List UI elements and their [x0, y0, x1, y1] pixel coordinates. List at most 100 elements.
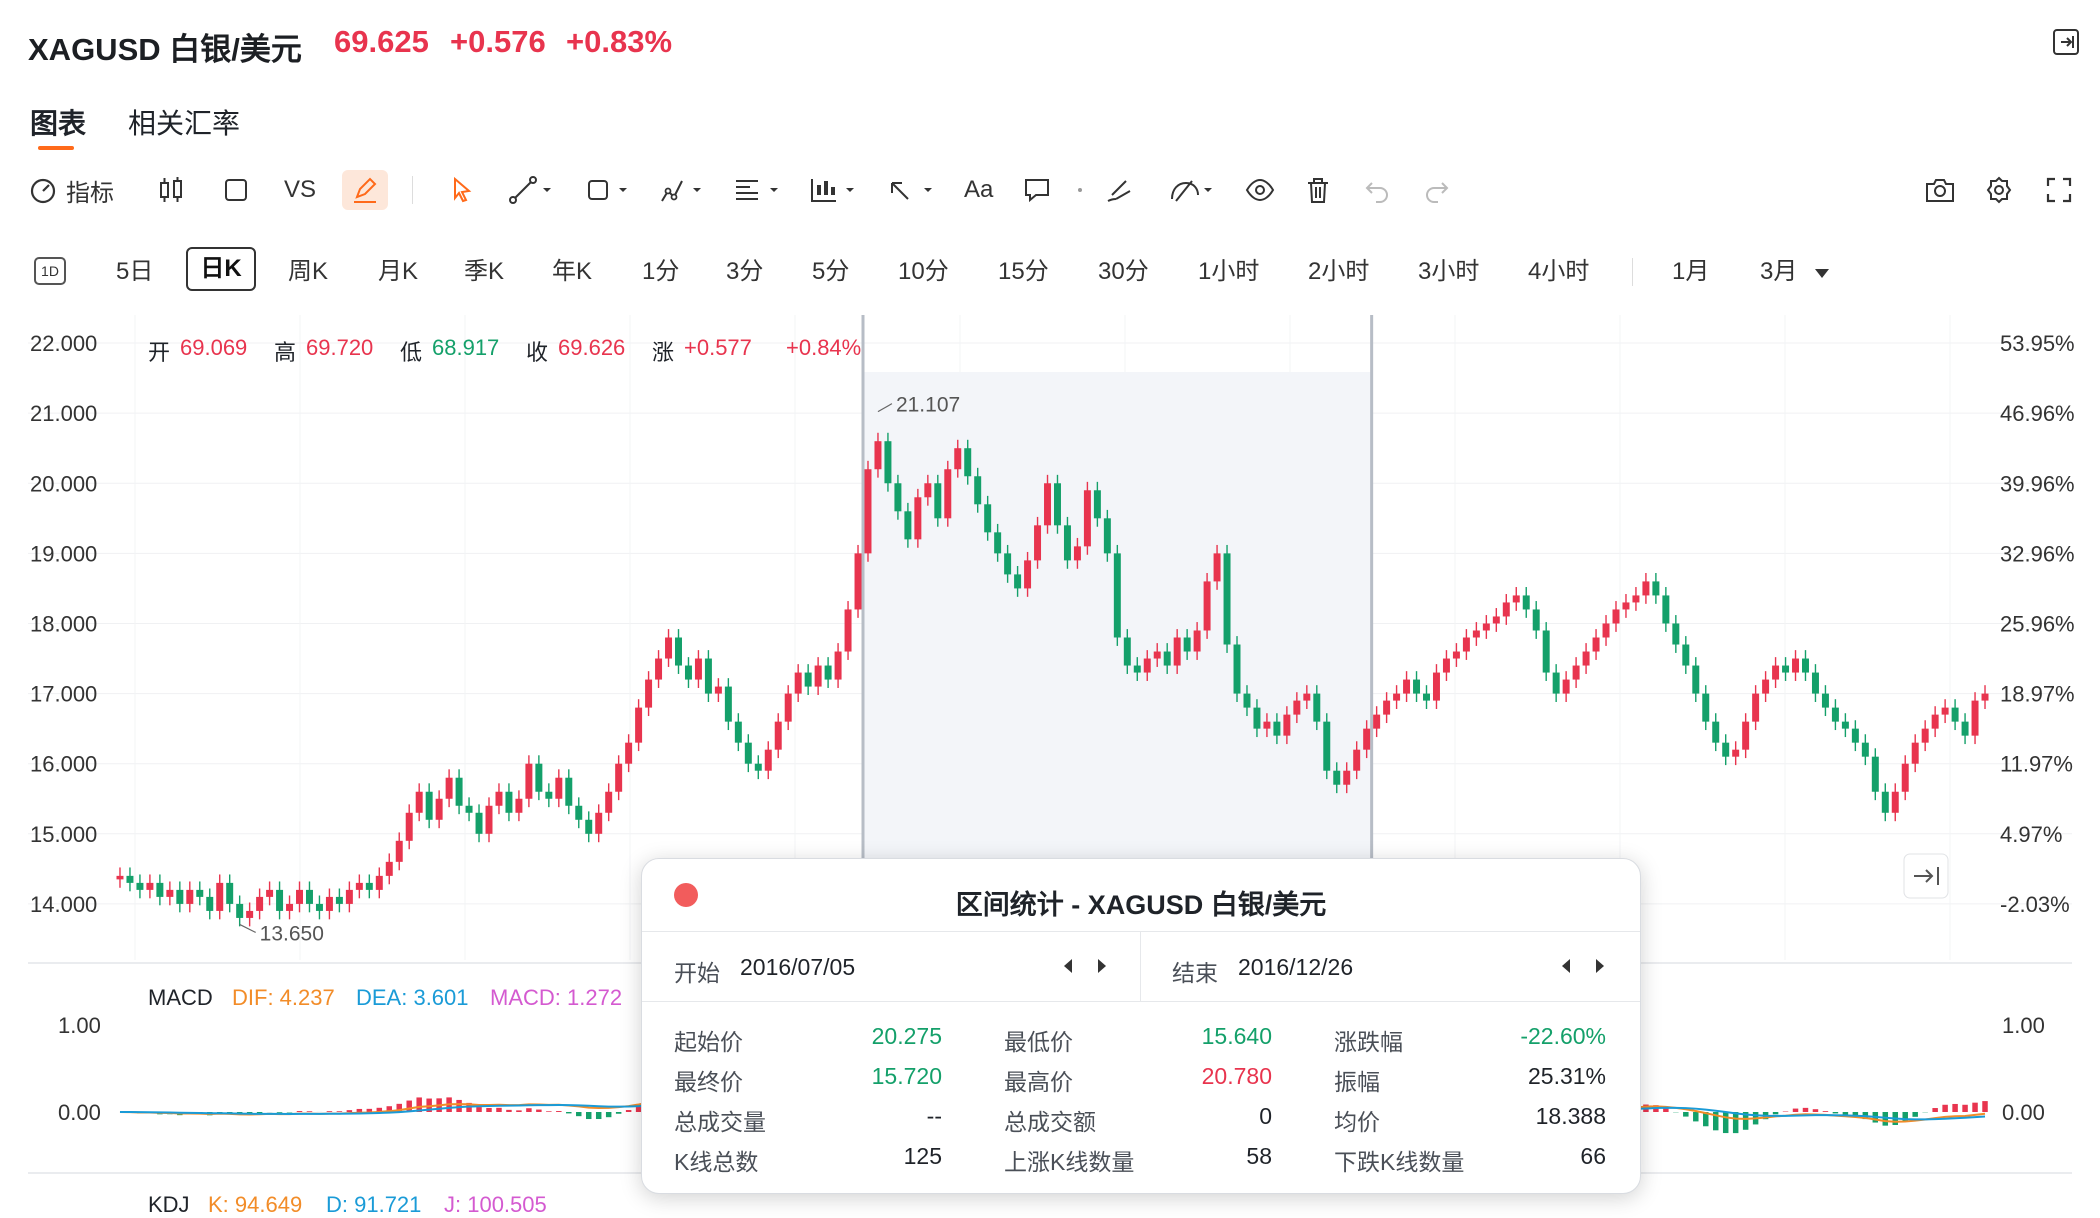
period-yearly[interactable]: 年K [552, 258, 593, 285]
expand-icon [2046, 177, 2072, 203]
stat-label: 最终价 [674, 1069, 743, 1095]
tab-chart[interactable]: 图表 [30, 108, 87, 139]
candle [415, 791, 423, 813]
shape-tool-button[interactable] [584, 170, 630, 210]
period-3min[interactable]: 3分 [726, 258, 764, 285]
draw-tool-button[interactable] [342, 170, 388, 210]
period-3hour[interactable]: 3小时 [1418, 258, 1480, 285]
fibonacci-tool-button[interactable] [732, 170, 782, 210]
candle [894, 483, 902, 512]
high-annotation: 21.107 [896, 394, 960, 417]
comment-tool-button[interactable] [1022, 170, 1052, 210]
rectangle-tool-button[interactable] [222, 170, 250, 210]
y-tick-label: 18.000 [30, 611, 97, 636]
pattern-icon [661, 180, 701, 202]
candle [1921, 728, 1929, 743]
candle [1053, 483, 1061, 526]
visibility-toggle-button[interactable] [1244, 170, 1276, 210]
eye-icon [1245, 178, 1275, 202]
candle [834, 651, 842, 680]
candle [1253, 707, 1261, 729]
period-1min[interactable]: 1分 [642, 258, 680, 285]
undo-button[interactable] [1362, 170, 1392, 210]
candle [974, 476, 982, 505]
candle [1223, 553, 1231, 645]
candle [246, 910, 254, 918]
arrow-tool-button[interactable] [886, 170, 936, 210]
candle [984, 504, 992, 533]
tab-related-rates[interactable]: 相关汇率 [128, 108, 241, 139]
kdj-title: KDJ [148, 1192, 190, 1217]
candle [116, 875, 124, 880]
candle [445, 777, 453, 799]
candle [615, 763, 623, 792]
period-3month[interactable]: 3月 [1760, 258, 1798, 285]
period-10min[interactable]: 10分 [898, 258, 949, 285]
price-change-pct: +0.83% [566, 24, 673, 59]
candle [465, 805, 473, 813]
period-2hour[interactable]: 2小时 [1308, 258, 1370, 285]
trend-line-icon [509, 176, 551, 204]
candle [724, 686, 732, 722]
macd-dif: DIF: 4.237 [232, 985, 335, 1010]
candle [1512, 595, 1520, 603]
candle [944, 469, 952, 519]
compare-vs-button[interactable]: VS [284, 176, 317, 203]
period-5day[interactable]: 5日 [116, 258, 154, 285]
period-1hour[interactable]: 1小时 [1198, 258, 1260, 285]
cursor-tool-button[interactable] [448, 170, 476, 210]
candle [1911, 742, 1919, 764]
stat-label: 下跌K线数量 [1334, 1149, 1465, 1175]
screenshot-button[interactable] [1924, 170, 1956, 210]
candle [824, 665, 832, 680]
exit-fullscreen-icon[interactable] [2052, 28, 2080, 56]
candle [1073, 546, 1081, 561]
period-15min[interactable]: 15分 [998, 258, 1049, 285]
period-30min[interactable]: 30分 [1098, 258, 1149, 285]
candlestick-type-button[interactable] [156, 170, 186, 210]
redo-button[interactable] [1422, 170, 1452, 210]
candle [954, 448, 962, 470]
close-icon[interactable] [674, 883, 698, 907]
end-next-icon[interactable] [1594, 958, 1606, 979]
indicator-button[interactable]: 指标 [28, 170, 114, 210]
candle [1133, 665, 1141, 673]
start-prev-icon[interactable] [1062, 958, 1074, 979]
period-weekly[interactable]: 周K [288, 258, 329, 285]
stat-value: 20.275 [871, 1023, 942, 1049]
text-tool-button[interactable]: Aa [964, 176, 994, 203]
period-1d-button[interactable]: 1D [34, 257, 66, 285]
pattern-tool-button[interactable] [658, 170, 704, 210]
start-next-icon[interactable] [1096, 958, 1108, 979]
stat-value: 20.780 [1201, 1063, 1272, 1089]
candle [1462, 637, 1470, 652]
period-monthly[interactable]: 月K [378, 258, 419, 285]
period-4hour[interactable]: 4小时 [1528, 258, 1590, 285]
period-1month[interactable]: 1月 [1672, 258, 1710, 285]
measure-tool-button[interactable] [808, 170, 858, 210]
period-daily[interactable]: 日K [186, 247, 256, 291]
delete-drawings-button[interactable] [1304, 170, 1332, 210]
low-label: 低 [400, 340, 423, 365]
line-tool-button[interactable] [508, 170, 554, 210]
fullscreen-button[interactable] [2044, 170, 2074, 210]
magnet-tool-button[interactable] [1166, 170, 1216, 210]
stat-value: 15.720 [871, 1063, 942, 1089]
stat-value: 125 [903, 1143, 942, 1169]
candle [1014, 574, 1022, 589]
candle [1413, 679, 1421, 694]
period-5min[interactable]: 5分 [812, 258, 850, 285]
candle [355, 882, 363, 890]
end-prev-icon[interactable] [1560, 958, 1572, 979]
stat-value: 25.31% [1527, 1063, 1606, 1089]
candle [1792, 658, 1800, 673]
chevron-down-icon[interactable] [1814, 266, 1830, 284]
candle [605, 791, 613, 813]
period-quarterly[interactable]: 季K [464, 258, 505, 285]
brush-tool-button[interactable] [1104, 170, 1134, 210]
candle [1123, 637, 1131, 666]
settings-button[interactable] [1984, 170, 2014, 210]
y-tick-label: 16.000 [30, 752, 97, 777]
candle [1522, 595, 1530, 610]
brush-icon [1107, 180, 1131, 202]
